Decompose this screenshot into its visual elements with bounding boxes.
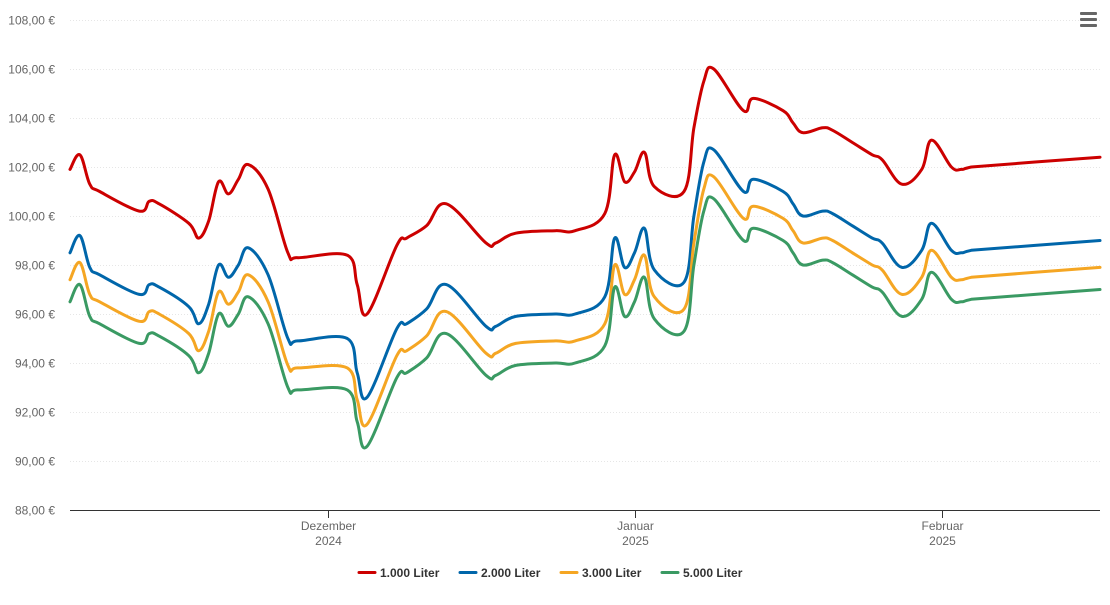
y-tick-label: 96,00 € (15, 308, 55, 322)
y-tick-label: 106,00 € (8, 63, 55, 77)
y-tick-label: 108,00 € (8, 14, 55, 28)
series-line-2[interactable] (68, 146, 1102, 401)
legend: 1.000 Liter 2.000 Liter 3.000 Liter 5.000 L… (357, 566, 743, 580)
x-tick-label: Februar 2025 (921, 519, 963, 548)
y-tick-label: 102,00 € (8, 161, 55, 175)
series-line-1[interactable] (68, 65, 1102, 317)
grid-lines (70, 20, 1100, 462)
x-tick-label: Dezember 2024 (301, 519, 356, 548)
legend-label: 5.000 Liter (683, 566, 743, 580)
hamburger-menu-icon (1080, 12, 1097, 15)
legend-item-2[interactable]: 2.000 Liter (458, 566, 541, 580)
x-tick-label: Januar 2025 (617, 519, 654, 548)
legend-label: 1.000 Liter (380, 566, 440, 580)
y-tick-label: 88,00 € (15, 504, 55, 518)
legend-label: 3.000 Liter (582, 566, 642, 580)
legend-item-3[interactable]: 3.000 Liter (559, 566, 642, 580)
series-lines (68, 65, 1102, 450)
y-axis-ticks: 88,00 € 90,00 € 92,00 € 94,00 € 96,00 € 98,00… (8, 14, 55, 518)
legend-item-1[interactable]: 1.000 Liter (357, 566, 440, 580)
y-tick-label: 94,00 € (15, 357, 55, 371)
series-line-3[interactable] (68, 173, 1102, 428)
legend-item-4[interactable]: 5.000 Liter (660, 566, 743, 580)
series-line-4[interactable] (68, 195, 1102, 450)
y-tick-label: 90,00 € (15, 455, 55, 469)
y-tick-label: 104,00 € (8, 112, 55, 126)
legend-label: 2.000 Liter (481, 566, 541, 580)
x-axis-ticks: Dezember 2024 Januar 2025 Februar 2025 (301, 510, 964, 548)
y-tick-label: 100,00 € (8, 210, 55, 224)
y-tick-label: 92,00 € (15, 406, 55, 420)
y-tick-label: 98,00 € (15, 259, 55, 273)
chart-menu-button[interactable] (1078, 12, 1100, 32)
